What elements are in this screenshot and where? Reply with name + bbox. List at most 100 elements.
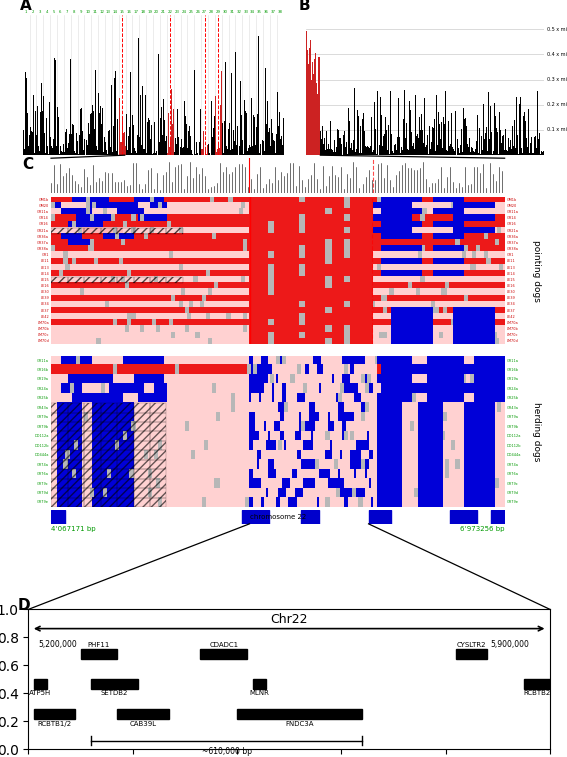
Bar	[84, 228, 100, 234]
Text: GR76a: GR76a	[507, 472, 519, 476]
Text: 0.4 x min: 0.4 x min	[547, 51, 567, 57]
Bar	[439, 104, 440, 155]
Bar	[150, 422, 167, 431]
Text: 4‘067171 bp: 4‘067171 bp	[51, 526, 96, 532]
Bar	[312, 62, 313, 155]
Bar	[167, 228, 183, 234]
Bar	[33, 709, 75, 719]
Bar	[446, 149, 447, 155]
Bar	[517, 135, 518, 155]
Bar	[432, 130, 433, 155]
Bar	[456, 649, 488, 659]
Bar	[527, 147, 528, 155]
Bar	[352, 138, 353, 155]
Bar	[84, 459, 100, 469]
Text: LE11: LE11	[40, 260, 49, 263]
Bar	[375, 129, 376, 155]
Bar	[401, 147, 402, 155]
Bar	[340, 146, 341, 155]
Bar	[84, 450, 100, 459]
Bar	[508, 138, 509, 155]
Bar	[522, 153, 523, 155]
Text: LE13: LE13	[40, 266, 49, 269]
Text: DD112b: DD112b	[35, 444, 49, 447]
Text: herding dogs: herding dogs	[532, 402, 541, 461]
Bar	[392, 151, 393, 155]
Bar	[100, 441, 117, 450]
Text: 33: 33	[243, 10, 248, 14]
Bar	[396, 148, 397, 155]
Bar	[133, 450, 150, 459]
Bar	[150, 413, 167, 422]
Text: DD444a: DD444a	[507, 453, 521, 457]
Bar	[117, 459, 133, 469]
Bar	[84, 498, 100, 507]
Text: GR11a: GR11a	[37, 359, 49, 363]
Bar	[414, 151, 415, 155]
Bar	[117, 709, 169, 719]
Bar	[467, 145, 468, 155]
Text: 1: 1	[25, 10, 27, 14]
Bar	[403, 119, 404, 155]
Bar	[514, 120, 515, 155]
Bar	[535, 136, 536, 155]
Text: 0.2 x min: 0.2 x min	[547, 102, 567, 107]
Bar	[133, 403, 150, 413]
Bar	[510, 140, 511, 155]
Bar	[465, 117, 466, 155]
Bar	[150, 277, 167, 283]
Bar	[475, 149, 476, 155]
Bar	[344, 131, 345, 155]
Bar	[477, 115, 478, 155]
Bar	[519, 121, 520, 155]
Bar	[340, 139, 341, 155]
Bar	[466, 146, 467, 155]
Text: GR19a: GR19a	[507, 378, 519, 382]
Text: LE42: LE42	[40, 315, 49, 319]
Bar	[345, 148, 346, 155]
Text: LM70b: LM70b	[507, 327, 518, 331]
Bar	[425, 147, 426, 155]
Bar	[253, 679, 266, 689]
Text: GR37a: GR37a	[507, 241, 519, 245]
Text: 5,200,000: 5,200,000	[39, 640, 78, 649]
Bar	[117, 488, 133, 498]
Bar	[313, 74, 314, 155]
Bar	[84, 479, 100, 488]
Bar	[355, 149, 356, 155]
Bar	[491, 510, 505, 524]
Bar	[431, 142, 432, 155]
Bar	[343, 136, 344, 155]
Bar	[415, 95, 416, 155]
Bar	[354, 88, 355, 155]
Bar	[533, 153, 534, 155]
Bar	[51, 479, 67, 488]
Text: GR76a: GR76a	[37, 472, 49, 476]
Bar	[538, 139, 539, 155]
Bar	[496, 128, 497, 155]
Bar	[395, 145, 396, 155]
Bar	[339, 138, 340, 155]
Text: 30: 30	[223, 10, 228, 14]
Bar	[509, 147, 510, 155]
Text: DD112b: DD112b	[507, 444, 521, 447]
Text: LE30: LE30	[40, 290, 49, 294]
Text: GR43a: GR43a	[507, 406, 519, 410]
Text: DD444a: DD444a	[35, 453, 49, 457]
Bar	[133, 413, 150, 422]
Bar	[503, 135, 504, 155]
Text: ATP5H: ATP5H	[29, 690, 51, 696]
Bar	[150, 441, 167, 450]
Bar	[51, 469, 67, 478]
Bar	[117, 413, 133, 422]
Bar	[329, 149, 330, 155]
Bar	[67, 277, 84, 283]
Bar	[510, 149, 511, 155]
Bar	[422, 129, 423, 155]
Bar	[51, 450, 67, 459]
Bar	[323, 144, 324, 155]
Bar	[501, 143, 502, 155]
Text: MLNR: MLNR	[249, 690, 269, 696]
Bar	[493, 151, 494, 155]
Text: LE14: LE14	[507, 272, 515, 276]
